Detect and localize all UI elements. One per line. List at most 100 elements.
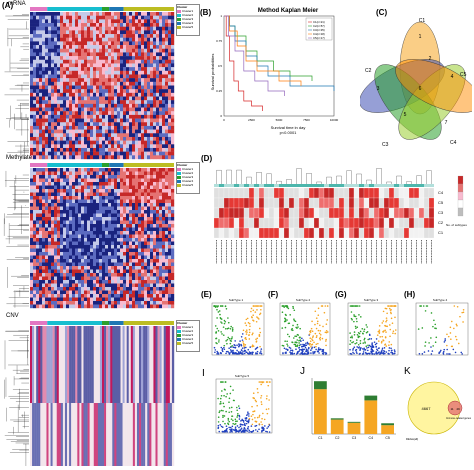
volcano-point xyxy=(243,345,245,348)
volcano-point xyxy=(293,318,295,320)
heatmap-cell xyxy=(423,227,430,239)
heatmap-cell xyxy=(283,217,290,229)
volcano-point xyxy=(349,352,352,355)
volcano-point xyxy=(248,413,250,415)
volcano-point xyxy=(230,410,233,413)
volcano-point xyxy=(432,345,434,347)
volcano-point xyxy=(248,415,250,417)
volcano-point xyxy=(324,353,327,355)
heatmap-cell xyxy=(218,207,225,219)
volcano-point xyxy=(313,341,315,344)
volcano-point xyxy=(431,350,434,352)
volcano-point xyxy=(362,342,365,344)
heatmap-cell xyxy=(338,187,345,199)
subtype-bar xyxy=(299,184,304,187)
heatmap-cell xyxy=(278,217,285,229)
volcano-point xyxy=(294,341,296,344)
volcano-point xyxy=(326,331,329,333)
volcano-point xyxy=(291,350,294,352)
volcano-point xyxy=(394,332,396,335)
panel-a-heatmap-methylate xyxy=(4,163,175,309)
volcano-point xyxy=(382,320,385,322)
volcano-point xyxy=(383,350,386,353)
panel-a-legend-2: Cluster Cluster1 Cluster2 Cluster3 Clust… xyxy=(176,162,200,194)
heatmap-cell xyxy=(278,197,285,209)
legend-text: Cluster3 xyxy=(182,333,194,337)
heatmap-cell xyxy=(308,227,315,239)
volcano-point xyxy=(236,425,239,427)
panel-b-km-plot: Method Kaplan Meier Survival probabiliti… xyxy=(210,8,339,135)
volcano-point xyxy=(254,416,256,419)
volcano-point xyxy=(382,352,385,355)
color-scale-step xyxy=(457,183,464,193)
volcano-point xyxy=(360,347,362,349)
volcano-point xyxy=(227,317,229,319)
volcano-point xyxy=(260,403,263,406)
legend-item: Cluster1 xyxy=(177,325,199,329)
legend-text: Cluster3 xyxy=(182,175,194,179)
volcano-point xyxy=(245,330,247,333)
volcano-point xyxy=(379,336,382,338)
volcano-point xyxy=(238,351,240,354)
volcano-point xyxy=(225,410,227,413)
volcano-point xyxy=(389,328,392,331)
volcano-point xyxy=(382,330,384,333)
dendrogram-branch xyxy=(346,170,352,186)
volcano-point xyxy=(289,314,291,316)
heatmap-cell xyxy=(293,217,300,229)
heatmap-cell xyxy=(238,217,245,229)
legend-text: Cluster2 xyxy=(182,13,194,17)
volcano-point xyxy=(265,430,267,433)
volcano-point xyxy=(433,319,435,322)
heatmap-cell xyxy=(383,197,390,209)
volcano-point xyxy=(283,306,286,308)
heatmap-cell xyxy=(398,207,405,219)
volcano-point xyxy=(314,323,316,326)
heatmap-cell xyxy=(413,207,420,219)
volcano-point xyxy=(349,332,351,334)
volcano-point xyxy=(446,333,448,336)
volcano-point xyxy=(357,336,360,339)
heatmap-cell xyxy=(378,197,385,209)
heatmap-cell xyxy=(253,227,260,239)
volcano-point xyxy=(375,353,378,355)
heatmap-cell xyxy=(263,217,270,229)
volcano-point xyxy=(455,338,458,341)
volcano-point xyxy=(285,314,287,317)
volcano-point xyxy=(286,340,288,343)
volcano-point xyxy=(219,401,222,403)
heatmap-cell xyxy=(408,227,415,239)
volcano-title: SubType 3 xyxy=(364,298,379,302)
volcano-point xyxy=(363,337,366,340)
volcano-point xyxy=(223,322,226,325)
panel-j-bar-chart: C1 C2 C3 C4 C5 xyxy=(311,378,396,440)
heatmap-cell xyxy=(423,197,430,209)
volcano-point xyxy=(384,336,387,338)
volcano-point xyxy=(235,352,238,354)
heatmap-cell xyxy=(328,207,335,219)
volcano-point xyxy=(260,308,262,311)
volcano-point xyxy=(248,338,251,340)
heatmap-cell xyxy=(403,207,410,219)
heatmap-cell xyxy=(308,207,315,219)
volcano-point xyxy=(231,330,234,332)
venn-small-circle xyxy=(447,400,463,416)
km-series-line xyxy=(224,15,302,86)
heatmap-cell xyxy=(348,187,355,199)
heatmap-cell xyxy=(308,197,315,209)
panel-a-label-cnv: CNV xyxy=(6,313,19,319)
heatmap-cell xyxy=(233,187,240,199)
volcano-point xyxy=(286,343,288,346)
panel-a-heatmap-cnv xyxy=(4,321,175,466)
volcano-point xyxy=(314,310,317,313)
x-tick-label: 10000 xyxy=(330,118,339,122)
volcano-point xyxy=(231,328,234,331)
heatmap-cell xyxy=(268,197,275,209)
volcano-point xyxy=(260,348,263,350)
volcano-point xyxy=(220,318,223,320)
heatmap-row-label: C1 xyxy=(438,230,444,235)
volcano-point xyxy=(388,347,391,349)
volcano-point xyxy=(371,353,373,355)
heatmap-cell xyxy=(333,207,340,219)
volcano-point xyxy=(394,305,397,307)
